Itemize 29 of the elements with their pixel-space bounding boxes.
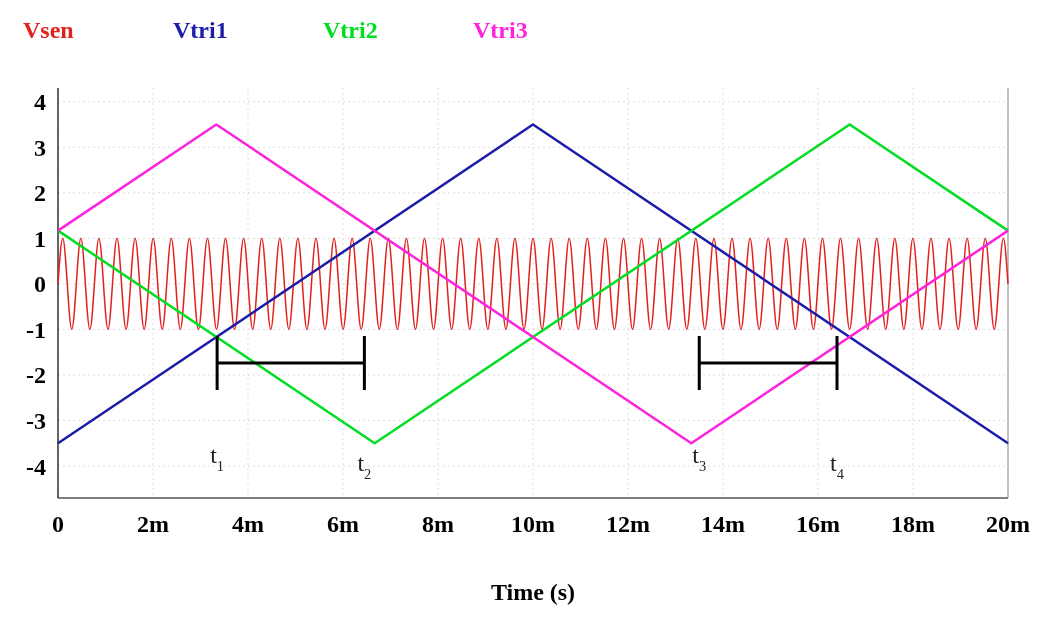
x-tick-label: 16m bbox=[796, 511, 840, 537]
x-tick-label: 0 bbox=[52, 511, 64, 537]
x-tick-label: 12m bbox=[606, 511, 650, 537]
y-tick-label: 1 bbox=[34, 225, 46, 252]
x-tick-label: 20m bbox=[986, 511, 1030, 537]
x-tick-label: 18m bbox=[891, 511, 935, 537]
text: Vsen bbox=[23, 17, 74, 43]
x-tick-label: 6m bbox=[327, 511, 359, 537]
x-tick-label: 8m bbox=[422, 511, 454, 537]
y-tick-label: 3 bbox=[34, 134, 46, 161]
annotation: t$_{3}$ bbox=[692, 442, 707, 474]
x-tick-label: 4m bbox=[232, 511, 264, 537]
y-tick-label: -3 bbox=[26, 407, 46, 434]
x-tick-label: 2m bbox=[137, 511, 169, 537]
y-tick-label: -4 bbox=[26, 453, 46, 480]
y-tick-label: -1 bbox=[26, 316, 46, 343]
text: Vtri1 bbox=[173, 17, 228, 43]
x-tick-label: 14m bbox=[701, 511, 745, 537]
text: Vtri3 bbox=[473, 17, 528, 43]
annotation: t$_{4}$ bbox=[830, 450, 844, 482]
y-tick-label: 2 bbox=[34, 180, 46, 207]
annotation: t$_{1}$ bbox=[210, 442, 225, 474]
x-axis-title: Time (s) bbox=[490, 579, 576, 605]
y-tick-label: 4 bbox=[34, 89, 46, 116]
text: Vtri2 bbox=[323, 17, 378, 43]
annotation: t$_{2}$ bbox=[357, 450, 372, 482]
y-tick-label: -2 bbox=[26, 362, 46, 389]
x-tick-label: 10m bbox=[511, 511, 555, 537]
y-tick-label: 0 bbox=[34, 271, 46, 298]
